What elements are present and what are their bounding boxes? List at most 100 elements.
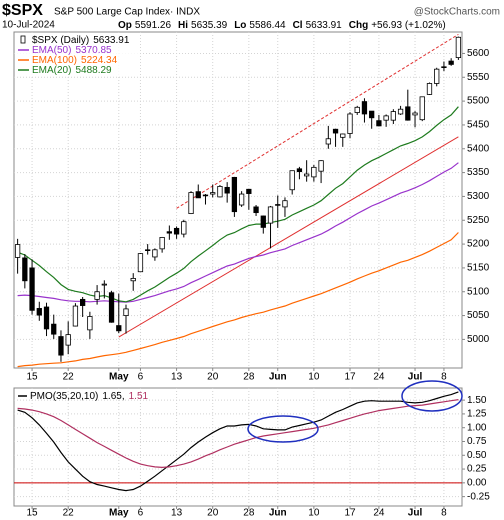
x-tick-label: 17 [344, 372, 356, 383]
candle-body [376, 120, 382, 127]
quote-value: +56.93 (+1.02%) [371, 20, 446, 31]
x-tick-label: 22 [63, 508, 75, 519]
y-tick-label: 5600 [467, 48, 490, 59]
candle-body [108, 292, 115, 323]
y-tick-label: 5550 [467, 72, 490, 83]
y-tick-label: 1.50 [467, 395, 487, 406]
candle-body [397, 108, 404, 115]
candle-body [29, 267, 35, 311]
pmo-panel [13, 387, 463, 507]
y-tick-label: 5150 [467, 263, 490, 274]
candle-body [311, 166, 317, 178]
candle-body [123, 308, 129, 316]
x-tick-label: Jul [408, 508, 423, 519]
candle-body [275, 204, 281, 206]
x-tick-label: 15 [27, 372, 39, 383]
candle-body [426, 83, 433, 95]
candle-body [130, 277, 136, 282]
candle-body [296, 168, 303, 173]
candle-body [14, 244, 21, 258]
legend-name: PMO(35,20,10) [30, 391, 98, 402]
x-tick-label: 10 [308, 372, 320, 383]
x-tick-label: 28 [243, 372, 255, 383]
candle-body [318, 160, 324, 172]
highlight-ellipse [247, 415, 319, 443]
legend-entry: $SPX (Daily) 5633.91 [32, 35, 130, 46]
y-tick-label: 1.25 [467, 409, 487, 420]
candle-body [137, 253, 144, 273]
y-tick-label: 5050 [467, 310, 490, 321]
x-tick-label: 24 [373, 372, 385, 383]
candle-body [181, 221, 187, 235]
candle-body [152, 249, 158, 258]
trendline [118, 136, 459, 338]
x-tick-label: 24 [373, 508, 385, 519]
x-tick-label: 13 [171, 372, 183, 383]
candle-body [390, 111, 396, 121]
x-tick-label: May [109, 372, 129, 383]
legend-value: 5633.91 [93, 35, 130, 46]
line-series [17, 391, 459, 492]
line-series [17, 232, 459, 368]
candle-body [253, 206, 259, 214]
x-tick-label: Jun [269, 508, 287, 519]
candle-body [304, 173, 310, 177]
candle-body [217, 186, 223, 198]
y-tick-label: 0.75 [467, 436, 487, 447]
candle-body [238, 193, 245, 206]
candle-body [116, 325, 122, 332]
chart-subtitle: S&P 500 Large Cap Index· INDX [54, 7, 200, 18]
legend-value: 1.65, [102, 391, 124, 402]
legend-name: $SPX (Daily) [32, 35, 89, 46]
x-tick-label: 17 [344, 508, 356, 519]
candle-body [412, 112, 418, 116]
candle-body [347, 113, 353, 134]
candle-body [419, 96, 425, 121]
candle-body [159, 237, 165, 250]
candle-body [65, 334, 71, 346]
legend-entry: EMA(100) 5224.34 [32, 55, 118, 66]
legend-layer: Op 5591.26 Hi 5635.39 Lo 5586.44 Cl 5633.91 Chg +… [16, 20, 490, 519]
y-tick-label: 5450 [467, 120, 490, 131]
candle-body [260, 215, 266, 228]
legend-icon [20, 35, 26, 44]
candle-body [202, 194, 209, 197]
legend-value: 5370.85 [75, 45, 112, 56]
x-tick-label: May [109, 508, 129, 519]
quote: Op 5591.26 Hi 5635.39 Lo 5586.44 Cl 5633.91 Chg +… [118, 20, 446, 31]
candle-body [325, 138, 331, 145]
candle-body [434, 68, 440, 84]
candle-body [22, 257, 28, 282]
quote-value: 5591.26 [135, 20, 172, 31]
candle-body [383, 115, 389, 121]
candle-body [224, 186, 230, 194]
legend-value: 1.51 [129, 391, 149, 402]
quote-value: 5635.39 [191, 20, 228, 31]
y-tick-label: 5500 [467, 96, 490, 107]
candle-body [441, 66, 447, 68]
quote-value: 5586.44 [249, 20, 286, 31]
legend-entry: EMA(20) 5488.29 [32, 65, 112, 76]
x-tick-label: 13 [171, 508, 183, 519]
candle-body [36, 308, 42, 316]
quote-date: 10-Jul-2024 [2, 20, 55, 31]
candle-body [145, 249, 151, 252]
credit: @StockCharts.com [414, 7, 500, 18]
candle-body [354, 106, 360, 113]
x-tick-label: 20 [207, 508, 219, 519]
candle-body [72, 305, 79, 327]
candle-body [231, 176, 238, 213]
quote-label: Cl [293, 20, 303, 31]
y-tick-label: 1.00 [467, 422, 487, 433]
candle-body [166, 231, 172, 234]
candle-body [210, 192, 216, 195]
y-tick-label: 0.00 [467, 477, 487, 488]
candle-body [173, 227, 180, 235]
legend-name: EMA(20) [32, 65, 71, 76]
candle-body [455, 36, 462, 59]
legend-entry: PMO(35,20,10) 1.65, 1.51 [30, 391, 149, 402]
candle-body [94, 291, 100, 300]
legend-value: 5488.29 [75, 65, 112, 76]
